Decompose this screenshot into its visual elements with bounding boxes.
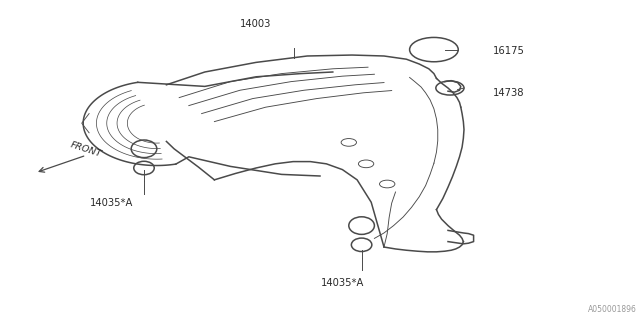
Text: 14738: 14738 bbox=[493, 88, 524, 98]
Text: 14003: 14003 bbox=[240, 19, 272, 29]
Text: 16175: 16175 bbox=[493, 46, 525, 56]
Text: 14035*A: 14035*A bbox=[90, 198, 134, 208]
Text: 14035*A: 14035*A bbox=[321, 278, 364, 288]
Text: FRONT: FRONT bbox=[69, 140, 103, 159]
Text: A050001896: A050001896 bbox=[588, 305, 637, 314]
